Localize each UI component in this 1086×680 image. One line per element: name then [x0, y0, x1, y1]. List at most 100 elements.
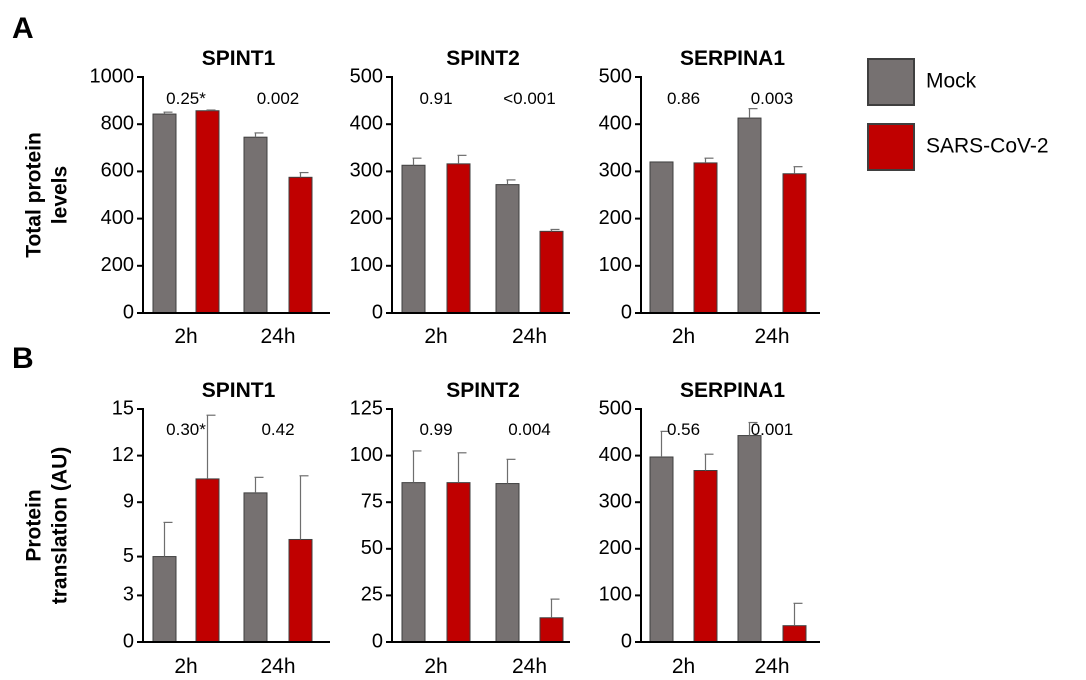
- ylabel-line: Total protein: [23, 132, 46, 258]
- bar-sars-cov-2-2h: [693, 162, 718, 314]
- bar-sars-cov-2-24h: [539, 617, 564, 643]
- chart-title: SPINT2: [446, 379, 520, 402]
- bar-mock-2h: [649, 456, 674, 643]
- chart-b-spint2: SPINT2 0 25 50 75 100 125 2h 24h 0.99 0.004: [350, 379, 570, 678]
- x-category-label: 2h: [424, 325, 447, 348]
- y-tick-label: 400: [101, 207, 134, 229]
- y-tick-label: 200: [101, 254, 134, 276]
- bar-sars-cov-2-24h: [288, 176, 313, 314]
- x-category-label: 2h: [672, 655, 695, 678]
- y-tick-label: 50: [361, 537, 383, 559]
- bar-mock-2h: [401, 164, 426, 314]
- y-tick-label: 300: [599, 160, 632, 182]
- y-tick-label: 100: [599, 584, 632, 606]
- x-category-label: 24h: [260, 655, 295, 678]
- chart-title: SPINT1: [202, 379, 276, 402]
- bar-sars-cov-2-24h: [288, 538, 313, 643]
- x-category-label: 2h: [174, 655, 197, 678]
- y-tick-label: 15: [112, 397, 134, 419]
- bar-sars-cov-2-24h: [782, 173, 807, 314]
- ylabel-line: Protein: [23, 489, 46, 561]
- y-tick-label: 0: [372, 301, 383, 323]
- y-tick-label: 800: [101, 112, 134, 134]
- legend: Mock SARS-CoV-2: [867, 58, 1049, 171]
- bar-mock-2h: [401, 482, 426, 643]
- y-tick-label: 0: [621, 630, 632, 652]
- bar-sars-cov-2-2h: [446, 482, 471, 643]
- legend-swatch-sars-cov-2: [867, 123, 915, 171]
- bar-mock-24h: [737, 117, 762, 314]
- p-value-label: 0.56: [667, 420, 700, 439]
- chart-a-spint1: SPINT1 0 200 400 600 800 1000 2h 24h 0.25* 0.002: [90, 47, 330, 348]
- panel-letter-a: A: [12, 12, 34, 45]
- y-tick-label: 200: [350, 207, 383, 229]
- legend-label: SARS-CoV-2: [926, 135, 1049, 158]
- bar-mock-2h: [152, 113, 177, 314]
- chart-title: SPINT1: [202, 47, 276, 70]
- bar-sars-cov-2-24h: [539, 230, 564, 314]
- y-tick-label: 100: [350, 254, 383, 276]
- ylabel-a: Total protein levels: [23, 132, 72, 258]
- ylabel-line: levels: [49, 166, 72, 224]
- ylabel-line: translation (AU): [49, 447, 72, 605]
- p-value-label: 0.86: [667, 89, 700, 108]
- p-value-label: 0.001: [751, 420, 794, 439]
- x-category-label: 24h: [512, 655, 547, 678]
- x-category-label: 2h: [672, 325, 695, 348]
- p-value-label: 0.003: [751, 89, 794, 108]
- bar-mock-2h: [152, 556, 177, 643]
- y-tick-label: 500: [599, 397, 632, 419]
- y-tick-label: 0: [123, 630, 134, 652]
- bar-mock-24h: [495, 184, 520, 314]
- p-value-label: <0.001: [503, 89, 555, 108]
- chart-title: SPINT2: [446, 47, 520, 70]
- x-category-label: 24h: [260, 325, 295, 348]
- chart-b-spint1: SPINT1 0 3 5 9 12 15 2h 24h 0.30* 0.42: [112, 379, 330, 678]
- y-tick-label: 125: [350, 397, 383, 419]
- chart-b-serpina1: SERPINA1 0 100 200 300 400 500 2h 24h 0.56 0.001: [599, 379, 820, 678]
- legend-swatch-mock: [867, 58, 915, 106]
- y-tick-label: 0: [123, 301, 134, 323]
- y-tick-label: 200: [599, 207, 632, 229]
- y-tick-label: 400: [599, 444, 632, 466]
- x-category-label: 24h: [512, 325, 547, 348]
- bar-sars-cov-2-2h: [195, 110, 220, 314]
- p-value-label: 0.30*: [166, 420, 206, 439]
- y-tick-label: 12: [112, 444, 134, 466]
- y-tick-label: 200: [599, 537, 632, 559]
- panel-labels: A Total protein levels B Protein translation …: [12, 12, 72, 604]
- bar-mock-24h: [243, 136, 268, 314]
- y-tick-label: 0: [372, 630, 383, 652]
- p-value-label: 0.99: [419, 420, 452, 439]
- x-category-label: 2h: [424, 655, 447, 678]
- y-tick-label: 400: [350, 112, 383, 134]
- bar-mock-2h: [649, 161, 674, 314]
- x-category-label: 24h: [754, 655, 789, 678]
- y-tick-label: 75: [361, 490, 383, 512]
- bar-sars-cov-2-2h: [195, 478, 220, 643]
- bar-mock-24h: [737, 435, 762, 643]
- p-value-label: 0.25*: [166, 89, 206, 108]
- y-tick-label: 5: [123, 545, 134, 567]
- x-category-label: 2h: [174, 325, 197, 348]
- ylabel-b: Protein translation (AU): [23, 447, 72, 605]
- p-value-label: 0.91: [419, 89, 452, 108]
- chart-a-serpina1: SERPINA1 0 100 200 300 400 500 2h 24h 0.86 0.003: [599, 47, 820, 348]
- chart-title: SERPINA1: [680, 379, 785, 402]
- y-tick-label: 300: [599, 490, 632, 512]
- y-tick-label: 100: [350, 444, 383, 466]
- bar-mock-24h: [495, 483, 520, 643]
- y-tick-label: 100: [599, 254, 632, 276]
- panel-letter-b: B: [12, 342, 34, 375]
- bar-sars-cov-2-24h: [782, 625, 807, 643]
- bar-sars-cov-2-2h: [446, 163, 471, 314]
- y-tick-label: 9: [123, 490, 134, 512]
- bar-sars-cov-2-2h: [693, 470, 718, 643]
- bar-mock-24h: [243, 492, 268, 643]
- x-category-label: 24h: [754, 325, 789, 348]
- y-tick-label: 400: [599, 112, 632, 134]
- y-tick-label: 1000: [90, 65, 135, 87]
- chart-title: SERPINA1: [680, 47, 785, 70]
